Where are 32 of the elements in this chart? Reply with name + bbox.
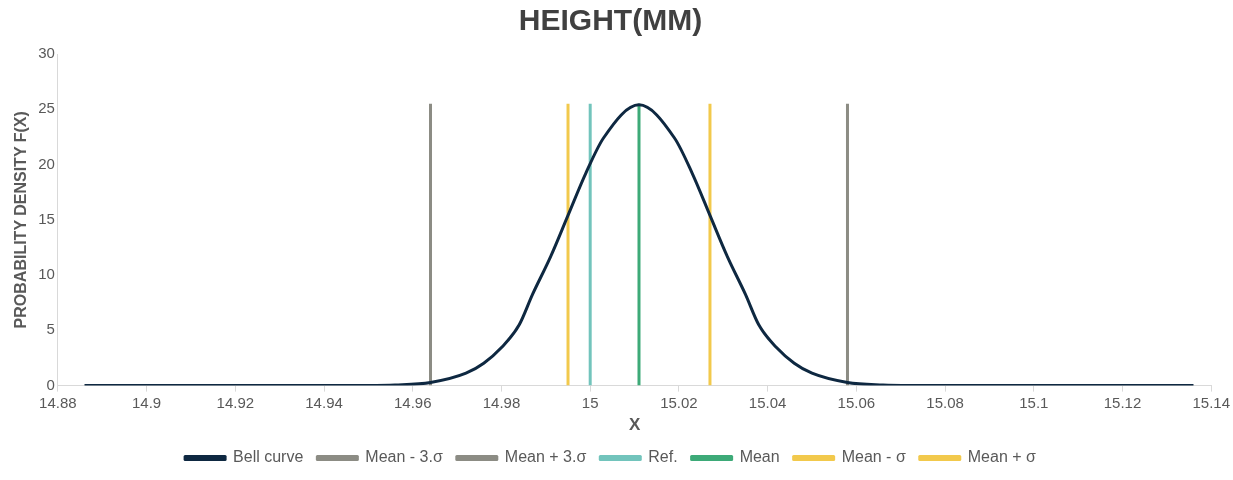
x-tick-label: 15.08	[926, 393, 964, 411]
line-series	[83, 103, 1195, 386]
legend-label: Mean - 3.σ	[365, 448, 443, 466]
x-tick-label: 14.9	[132, 393, 162, 411]
x-tick-label: 15.12	[1103, 393, 1142, 411]
legend-label: Ref.	[648, 448, 678, 466]
x-tick-label: 15.02	[660, 393, 698, 411]
legend-label: Bell curve	[233, 448, 304, 466]
y-tick-label: 5	[46, 320, 55, 338]
y-tick-label: 30	[38, 44, 55, 62]
y-tick-label: 20	[38, 154, 55, 172]
y-tick-label: 10	[38, 265, 55, 283]
x-tick-label: 15.14	[1192, 393, 1231, 411]
x-tick-label: 14.94	[305, 393, 343, 411]
y-tick-label: 25	[38, 99, 55, 117]
x-tick-label: 14.96	[393, 393, 432, 411]
x-tick-label: 15.1	[1019, 393, 1049, 411]
chart-title: HEIGHT(MM)	[518, 3, 703, 37]
x-tick-label: 15.04	[748, 393, 787, 411]
x-tick-label: 15.06	[837, 393, 876, 411]
legend-label: Mean	[739, 448, 780, 466]
y-axis-title: PROBABILITY DENSITY F(X)	[12, 111, 30, 329]
x-tick-label: 15	[581, 393, 599, 411]
x-tick-label: 14.88	[39, 393, 77, 411]
legend-label: Mean + σ	[967, 448, 1037, 466]
x-tick-label: 14.98	[482, 393, 521, 411]
legend-label: Mean - σ	[841, 448, 906, 466]
x-axis-title: X	[628, 415, 641, 435]
y-tick-label: 0	[46, 375, 55, 393]
legend-label: Mean + 3.σ	[504, 448, 587, 466]
y-tick-label: 15	[38, 209, 55, 227]
x-tick-label: 14.92	[216, 393, 255, 411]
